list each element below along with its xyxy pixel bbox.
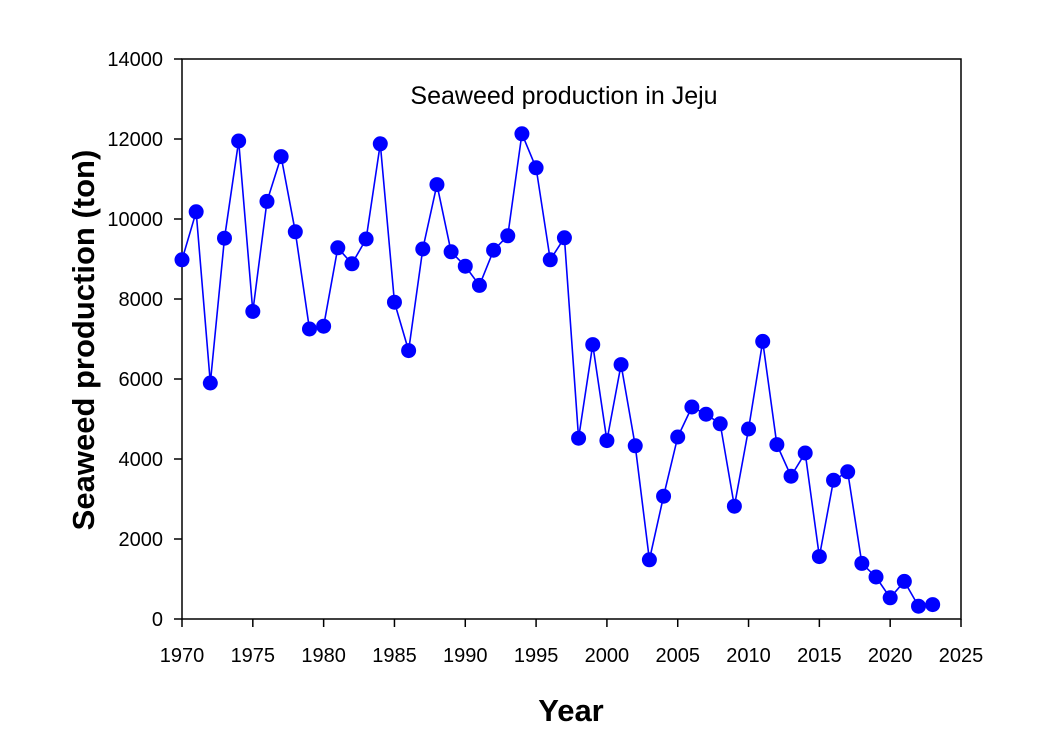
y-tick-label: 2000	[119, 529, 164, 551]
data-point-1971	[188, 204, 204, 220]
data-point-2001	[613, 357, 629, 373]
data-point-1975	[245, 303, 261, 319]
data-point-2006	[684, 399, 700, 415]
x-tick-label: 2005	[655, 645, 700, 667]
data-point-1985	[386, 294, 402, 310]
data-point-1994	[514, 126, 530, 142]
x-tick-label: 1990	[443, 645, 488, 667]
data-point-2014	[797, 445, 813, 461]
x-axis-label: Year	[538, 693, 604, 728]
x-tick-label: 2015	[797, 645, 842, 667]
data-point-1999	[585, 337, 601, 353]
data-point-1982	[344, 256, 360, 272]
data-point-1993	[500, 228, 516, 244]
data-point-1996	[542, 252, 558, 268]
data-point-1979	[301, 321, 317, 337]
data-point-2017	[840, 464, 856, 480]
data-point-2016	[826, 472, 842, 488]
data-point-1972	[202, 375, 218, 391]
x-tick-label: 1980	[301, 645, 346, 667]
y-tick-label: 4000	[119, 449, 164, 471]
data-point-2003	[641, 552, 657, 568]
data-point-1987	[415, 241, 431, 257]
x-tick-label: 1975	[231, 645, 276, 667]
data-point-2002	[627, 438, 643, 454]
series-line	[181, 130, 933, 608]
data-point-2004	[656, 488, 672, 504]
data-point-2005	[670, 429, 686, 445]
data-point-2022	[911, 598, 927, 614]
data-point-1976	[259, 193, 275, 209]
data-point-1990	[457, 258, 473, 274]
data-point-2011	[755, 333, 771, 349]
series-layer	[174, 126, 941, 614]
data-point-1974	[231, 133, 247, 149]
data-point-1997	[556, 230, 572, 246]
data-point-2023	[925, 597, 941, 613]
data-point-2021	[896, 573, 912, 589]
data-point-2000	[599, 433, 615, 449]
data-point-1970	[174, 252, 190, 268]
data-point-2013	[783, 468, 799, 484]
data-point-2008	[712, 416, 728, 432]
x-tick-label: 2020	[868, 645, 913, 667]
data-point-1998	[571, 430, 587, 446]
y-tick-label: 6000	[119, 369, 164, 391]
data-point-2018	[854, 555, 870, 571]
data-point-1977	[273, 149, 289, 165]
data-point-1992	[486, 242, 502, 258]
x-axis-ticks: 1970 1975 1980 1985 1990 1995 2000 2005 2010 2015…	[160, 619, 984, 667]
data-point-1981	[330, 240, 346, 256]
data-point-1988	[429, 177, 445, 193]
x-tick-label: 2025	[939, 645, 984, 667]
x-tick-label: 2010	[726, 645, 771, 667]
data-point-1978	[287, 224, 303, 240]
y-tick-label: 10000	[107, 209, 163, 231]
data-point-2009	[726, 498, 742, 514]
x-tick-label: 2000	[585, 645, 630, 667]
y-axis-label: Seaweed production (ton)	[66, 150, 101, 531]
data-point-2010	[741, 421, 757, 437]
data-point-1986	[401, 343, 417, 359]
data-point-2007	[698, 406, 714, 422]
data-point-2012	[769, 437, 785, 453]
y-axis-ticks: 0 2000 4000 6000 8000 10000 12000 14000	[107, 49, 182, 631]
x-tick-label: 1995	[514, 645, 559, 667]
x-tick-label: 1985	[372, 645, 417, 667]
data-point-1973	[216, 230, 232, 246]
x-tick-label: 1970	[160, 645, 205, 667]
y-tick-label: 0	[152, 609, 163, 631]
data-point-1980	[316, 318, 332, 334]
data-point-2015	[811, 549, 827, 565]
data-point-1995	[528, 160, 544, 176]
data-point-2020	[882, 590, 898, 606]
data-point-1991	[471, 277, 487, 293]
data-point-2019	[868, 569, 884, 585]
y-tick-label: 8000	[119, 289, 164, 311]
y-tick-label: 12000	[107, 129, 163, 151]
data-point-1989	[443, 244, 459, 260]
y-tick-label: 14000	[107, 49, 163, 71]
data-point-1983	[358, 231, 374, 247]
data-point-1984	[372, 136, 388, 152]
chart-title: Seaweed production in Jeju	[410, 82, 717, 110]
